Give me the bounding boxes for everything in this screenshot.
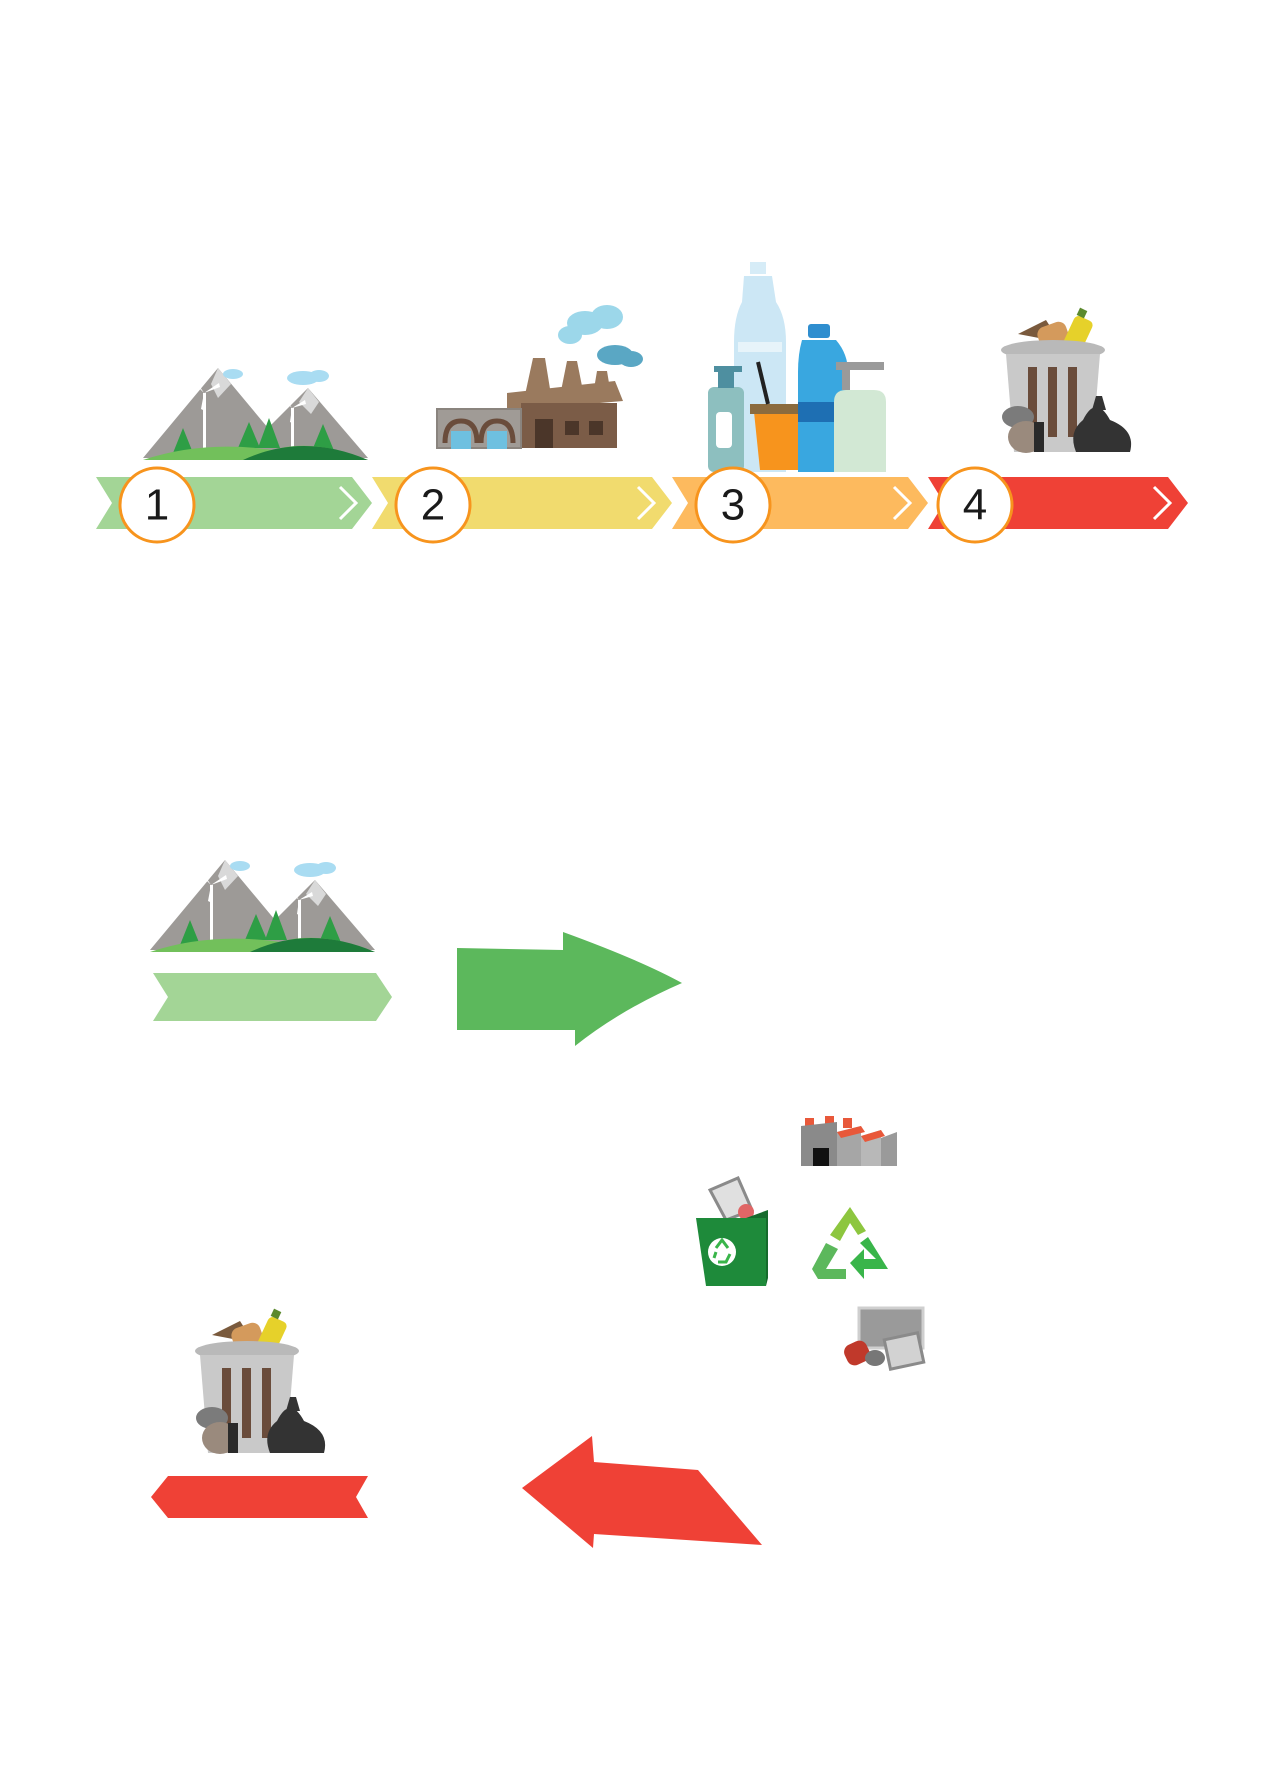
step-2-badge: 2 [394,466,472,544]
recycling-bin-icon [694,1176,770,1288]
cycle-red-ribbon [151,1476,368,1518]
plastic-products-icon [706,260,888,474]
scrap-metal-icon [839,1306,926,1371]
step-2-number: 2 [421,481,445,530]
step-3-number: 3 [721,481,745,530]
step-4-badge: 4 [936,466,1014,544]
back-arrow [522,1436,762,1548]
cycle-green-ribbon [153,973,392,1021]
recycling-cycle [150,860,926,1548]
cycle-trash-can-icon [195,1308,326,1454]
recycle-symbol-icon [812,1207,888,1279]
small-factory-icon [801,1116,897,1166]
factory-icon [437,305,643,449]
trash-can-icon [1001,307,1132,453]
mountain-landscape-icon [143,368,368,460]
step-4-number: 4 [963,481,987,530]
cycle-landscape-icon [150,860,375,952]
step-3-badge: 3 [694,466,772,544]
step-1-badge: 1 [118,466,196,544]
timeline: 1 2 3 4 [96,260,1188,544]
step-1-number: 1 [145,481,169,530]
forward-arrow [457,932,682,1046]
